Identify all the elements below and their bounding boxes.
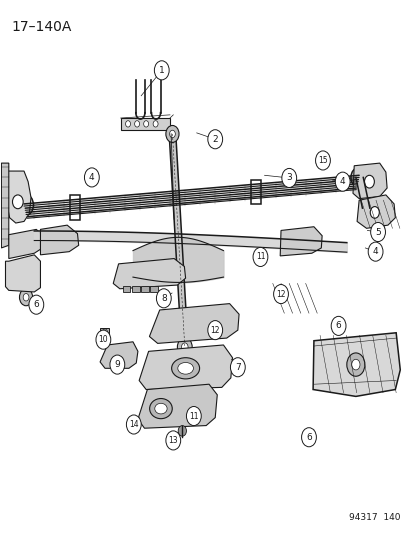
- Text: 4: 4: [339, 177, 345, 186]
- Circle shape: [350, 168, 365, 187]
- Polygon shape: [26, 184, 357, 215]
- Text: 11: 11: [189, 411, 198, 421]
- Text: 9: 9: [114, 360, 120, 369]
- Circle shape: [369, 207, 378, 218]
- Polygon shape: [27, 188, 356, 218]
- Polygon shape: [9, 229, 45, 259]
- Circle shape: [335, 172, 349, 191]
- Text: 3: 3: [286, 173, 292, 182]
- Polygon shape: [25, 180, 358, 211]
- Circle shape: [19, 289, 33, 306]
- Text: 4: 4: [89, 173, 95, 182]
- Circle shape: [359, 204, 367, 215]
- Circle shape: [351, 359, 359, 370]
- Polygon shape: [3, 171, 31, 223]
- Polygon shape: [139, 345, 232, 390]
- Circle shape: [154, 61, 169, 80]
- Text: 1: 1: [159, 66, 164, 75]
- Circle shape: [330, 317, 345, 335]
- Text: 8: 8: [161, 294, 166, 303]
- Circle shape: [166, 125, 178, 142]
- Circle shape: [363, 175, 373, 188]
- Circle shape: [370, 222, 385, 241]
- Text: 94317  140: 94317 140: [348, 513, 399, 522]
- Circle shape: [281, 168, 296, 188]
- FancyBboxPatch shape: [100, 328, 109, 336]
- FancyBboxPatch shape: [122, 286, 130, 292]
- Text: 15: 15: [317, 156, 327, 165]
- Text: 17–140A: 17–140A: [12, 20, 72, 34]
- Circle shape: [354, 175, 361, 186]
- Circle shape: [178, 425, 186, 436]
- Ellipse shape: [154, 403, 167, 414]
- Circle shape: [84, 168, 99, 187]
- Text: 6: 6: [335, 321, 341, 330]
- Circle shape: [177, 337, 192, 357]
- Circle shape: [22, 201, 28, 209]
- Text: 12: 12: [210, 326, 219, 335]
- Text: 5: 5: [374, 228, 380, 237]
- FancyBboxPatch shape: [120, 118, 170, 130]
- Circle shape: [301, 427, 316, 447]
- Polygon shape: [149, 304, 238, 343]
- Circle shape: [29, 295, 44, 314]
- Ellipse shape: [171, 358, 199, 379]
- FancyBboxPatch shape: [132, 286, 139, 292]
- Polygon shape: [138, 384, 217, 428]
- Circle shape: [126, 415, 141, 434]
- Text: 10: 10: [98, 335, 108, 344]
- Polygon shape: [5, 255, 40, 292]
- Circle shape: [102, 329, 107, 335]
- Ellipse shape: [149, 399, 172, 419]
- Text: 14: 14: [129, 420, 138, 429]
- Circle shape: [355, 174, 360, 181]
- Text: 13: 13: [168, 436, 178, 445]
- Polygon shape: [280, 227, 321, 256]
- Circle shape: [153, 120, 158, 127]
- FancyBboxPatch shape: [150, 286, 157, 292]
- Circle shape: [181, 343, 188, 351]
- Text: 4: 4: [372, 247, 377, 256]
- Text: 11: 11: [255, 253, 265, 262]
- Text: 2: 2: [212, 135, 218, 144]
- Circle shape: [17, 195, 33, 216]
- Polygon shape: [352, 163, 386, 199]
- Circle shape: [252, 247, 267, 266]
- Circle shape: [230, 358, 244, 377]
- Circle shape: [12, 195, 23, 209]
- Circle shape: [125, 120, 130, 127]
- Circle shape: [273, 285, 288, 304]
- Circle shape: [110, 355, 124, 374]
- Circle shape: [346, 353, 364, 376]
- Circle shape: [367, 242, 382, 261]
- Circle shape: [207, 130, 222, 149]
- Circle shape: [134, 120, 139, 127]
- Circle shape: [23, 294, 29, 301]
- Circle shape: [156, 289, 171, 308]
- FancyBboxPatch shape: [141, 286, 148, 292]
- Text: 6: 6: [33, 300, 39, 309]
- Text: 12: 12: [275, 289, 285, 298]
- Circle shape: [207, 320, 222, 340]
- Circle shape: [315, 151, 330, 170]
- Ellipse shape: [177, 362, 193, 374]
- Polygon shape: [100, 342, 138, 368]
- Polygon shape: [24, 175, 358, 206]
- Polygon shape: [40, 225, 78, 255]
- Polygon shape: [312, 333, 399, 397]
- Polygon shape: [113, 259, 185, 289]
- Circle shape: [186, 407, 201, 425]
- Polygon shape: [169, 133, 188, 347]
- Circle shape: [169, 130, 175, 138]
- Circle shape: [166, 431, 180, 450]
- Polygon shape: [356, 195, 394, 228]
- Circle shape: [96, 330, 111, 349]
- Text: 7: 7: [235, 363, 240, 372]
- Circle shape: [143, 120, 148, 127]
- Text: 6: 6: [305, 433, 311, 442]
- Polygon shape: [1, 163, 9, 248]
